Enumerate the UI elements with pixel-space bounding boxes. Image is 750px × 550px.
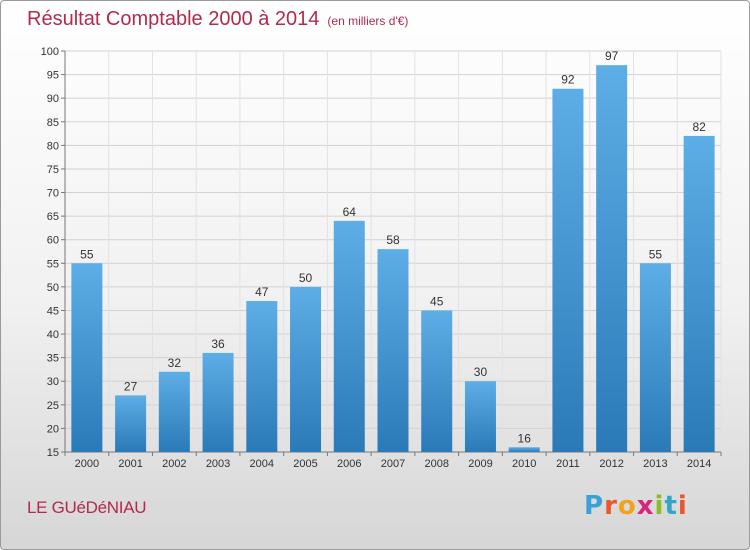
value-label: 92: [561, 73, 575, 87]
value-label: 58: [386, 233, 400, 247]
bar-2008: [421, 310, 453, 452]
x-tick-label: 2011: [556, 458, 580, 470]
x-tick-label: 2006: [337, 458, 361, 470]
value-label: 30: [474, 365, 488, 379]
chart-title: Résultat Comptable 2000 à 2014 (en millie…: [27, 8, 408, 31]
value-label: 32: [168, 356, 182, 370]
bar-2011: [552, 88, 584, 452]
x-tick-label: 2000: [75, 458, 99, 470]
bar-2001: [115, 395, 147, 452]
value-label: 82: [692, 120, 706, 134]
x-tick-label: 2013: [643, 458, 667, 470]
x-tick-label: 2004: [250, 458, 274, 470]
value-label: 27: [124, 379, 138, 393]
y-tick-label: 20: [47, 423, 59, 435]
labels: 55 2000 27 2001 32 2002 36 2003 47 2004 50 2005 64 20…: [75, 49, 712, 470]
x-tick-label: 2014: [687, 458, 711, 470]
value-label: 55: [649, 247, 663, 261]
value-label: 97: [605, 49, 619, 63]
y-tick-label: 15: [47, 447, 59, 459]
place-name: LE GUéDéNIAU: [27, 498, 147, 517]
x-tick-label: 2010: [512, 458, 536, 470]
y-tick-label: 50: [47, 282, 59, 294]
y-tick-label: 30: [47, 376, 59, 388]
y-tick-label: 70: [47, 188, 59, 200]
bar-2007: [377, 249, 409, 452]
proxiti-logo: Proxiti: [584, 491, 688, 521]
x-tick-label: 2012: [599, 458, 623, 470]
x-tick-label: 2003: [206, 458, 230, 470]
value-label: 64: [343, 205, 357, 219]
value-label: 55: [80, 247, 94, 261]
bar-2013: [639, 263, 671, 452]
bar-2005: [290, 286, 322, 452]
bar-2004: [246, 301, 278, 452]
bar-2003: [202, 352, 234, 452]
value-label: 47: [255, 285, 269, 299]
bar-2000: [71, 263, 103, 452]
y-tick-label: 90: [47, 93, 59, 105]
x-tick-label: 2008: [424, 458, 448, 470]
value-label: 36: [211, 337, 225, 351]
value-label: 45: [430, 294, 444, 308]
x-tick-label: 2001: [118, 458, 142, 470]
x-tick-label: 2007: [381, 458, 405, 470]
bar-2002: [158, 371, 190, 452]
bar-2012: [596, 65, 628, 452]
chart-title-text: Résultat Comptable 2000 à 2014: [27, 8, 320, 30]
y-tick-label: 55: [47, 258, 59, 270]
y-tick-label: 80: [47, 140, 59, 152]
x-tick-label: 2009: [468, 458, 492, 470]
y-tick-label: 95: [47, 70, 59, 82]
y-tick-label: 35: [47, 353, 59, 365]
bar-2009: [464, 381, 496, 452]
y-tick-label: 25: [47, 400, 59, 412]
y-tick-label: 60: [47, 235, 59, 247]
x-tick-label: 2002: [162, 458, 186, 470]
bar-2006: [333, 220, 365, 452]
x-tick-label: 2005: [293, 458, 317, 470]
value-label: 16: [518, 431, 532, 445]
y-tick-label: 75: [47, 164, 59, 176]
bar-2010: [508, 447, 540, 452]
y-tick-label: 45: [47, 305, 59, 317]
bar-2014: [683, 135, 715, 452]
y-tick-label: 100: [41, 46, 59, 58]
y-tick-label: 85: [47, 117, 59, 129]
chart-subtitle: (en milliers d'€): [327, 14, 409, 28]
value-label: 50: [299, 271, 313, 285]
y-tick-label: 65: [47, 211, 59, 223]
y-tick-label: 40: [47, 329, 59, 341]
bars: [71, 65, 715, 452]
